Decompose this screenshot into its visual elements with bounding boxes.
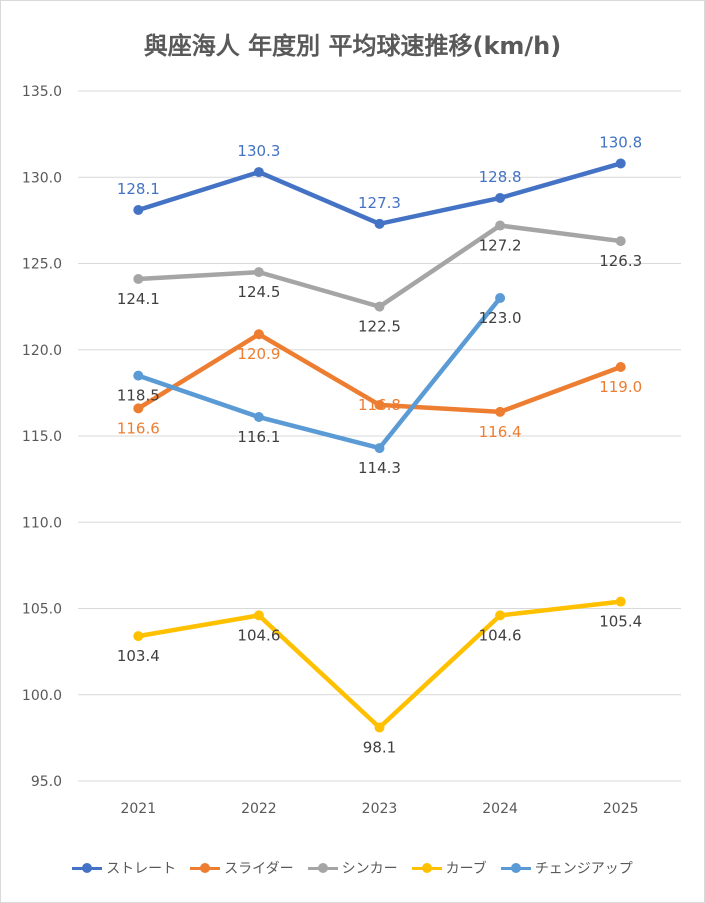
data-point [374,399,385,410]
data-point [495,192,506,203]
data-point [133,205,144,216]
series-line-3 [136,223,623,309]
data-label: 127.2 [479,237,522,255]
data-point [495,610,506,621]
data-label: 130.3 [237,142,280,160]
data-point [253,412,264,423]
data-point [495,406,506,417]
legend-item: スライダー [190,858,294,878]
data-point [495,220,506,231]
data-label: 120.9 [237,345,280,363]
legend-label: カーブ [445,861,487,877]
data-label: 116.4 [479,423,522,441]
data-label: 122.5 [358,318,401,336]
legend-swatch [411,863,442,873]
data-point [253,267,264,278]
legend-label: ストレート [106,861,177,877]
legend-label: スライダー [224,861,294,877]
data-point [133,403,144,414]
legend-item: ストレート [72,858,176,878]
data-point [615,158,626,169]
data-point [253,610,264,621]
y-tick-label: 110.0 [22,515,62,531]
data-label: 128.8 [479,168,522,186]
y-tick-label: 105.0 [22,602,62,618]
data-label: 105.4 [599,613,642,631]
y-tick-label: 125.0 [22,257,62,273]
data-point [615,236,626,247]
data-point [253,329,264,340]
data-point [133,631,144,642]
data-point [374,218,385,229]
data-point [615,596,626,607]
data-point [374,301,385,312]
y-tick-label: 130.0 [22,170,62,186]
data-label: 104.6 [237,626,280,644]
data-point [495,293,506,303]
y-tick-label: 100.0 [22,688,62,704]
data-label: 116.1 [237,428,280,446]
data-label: 124.5 [237,283,280,301]
data-label: 116.8 [358,396,401,414]
legend-label: チェンジアップ [534,861,633,877]
legend-swatch [72,863,103,873]
data-point [615,362,626,372]
legend-swatch [307,863,338,873]
y-tick-label: 95.0 [31,774,62,790]
y-tick-label: 135.0 [22,84,62,100]
series-line-5 [136,295,503,451]
x-tick-label: 2024 [482,801,518,817]
y-tick-label: 120.0 [22,343,62,359]
data-label: 124.1 [117,290,160,308]
data-point [133,370,144,381]
data-point [374,722,385,733]
legend-label: シンカー [341,861,398,877]
chart-title: 與座海人 年度別 平均球速推移(km/h) [143,32,562,60]
x-tick-label: 2023 [362,801,398,817]
data-label: 127.3 [358,194,401,212]
data-label: 116.6 [117,419,160,437]
data-label: 103.4 [117,647,160,665]
data-point [374,443,385,454]
data-label: 119.0 [599,378,642,396]
data-point [133,274,144,285]
series-line-4 [136,599,623,730]
data-label: 118.5 [117,387,160,405]
data-point [253,167,264,178]
legend-item: カーブ [411,858,487,878]
chart-legend: ストレート スライダー シンカー カーブ チェンジアップ [0,857,705,879]
data-label: 128.1 [117,180,160,198]
x-tick-label: 2022 [241,801,277,817]
legend-item: チェンジアップ [500,858,633,878]
data-label: 123.0 [479,309,522,327]
data-label: 126.3 [599,252,642,270]
x-tick-label: 2025 [603,801,639,817]
legend-swatch [190,863,221,873]
data-label: 114.3 [358,459,401,477]
data-label: 98.1 [363,739,396,757]
data-label: 104.6 [479,626,522,644]
y-tick-label: 115.0 [22,429,62,445]
x-tick-label: 2021 [120,801,156,817]
legend-item: シンカー [307,858,398,878]
data-label: 130.8 [599,133,642,151]
legend-swatch [500,863,531,873]
